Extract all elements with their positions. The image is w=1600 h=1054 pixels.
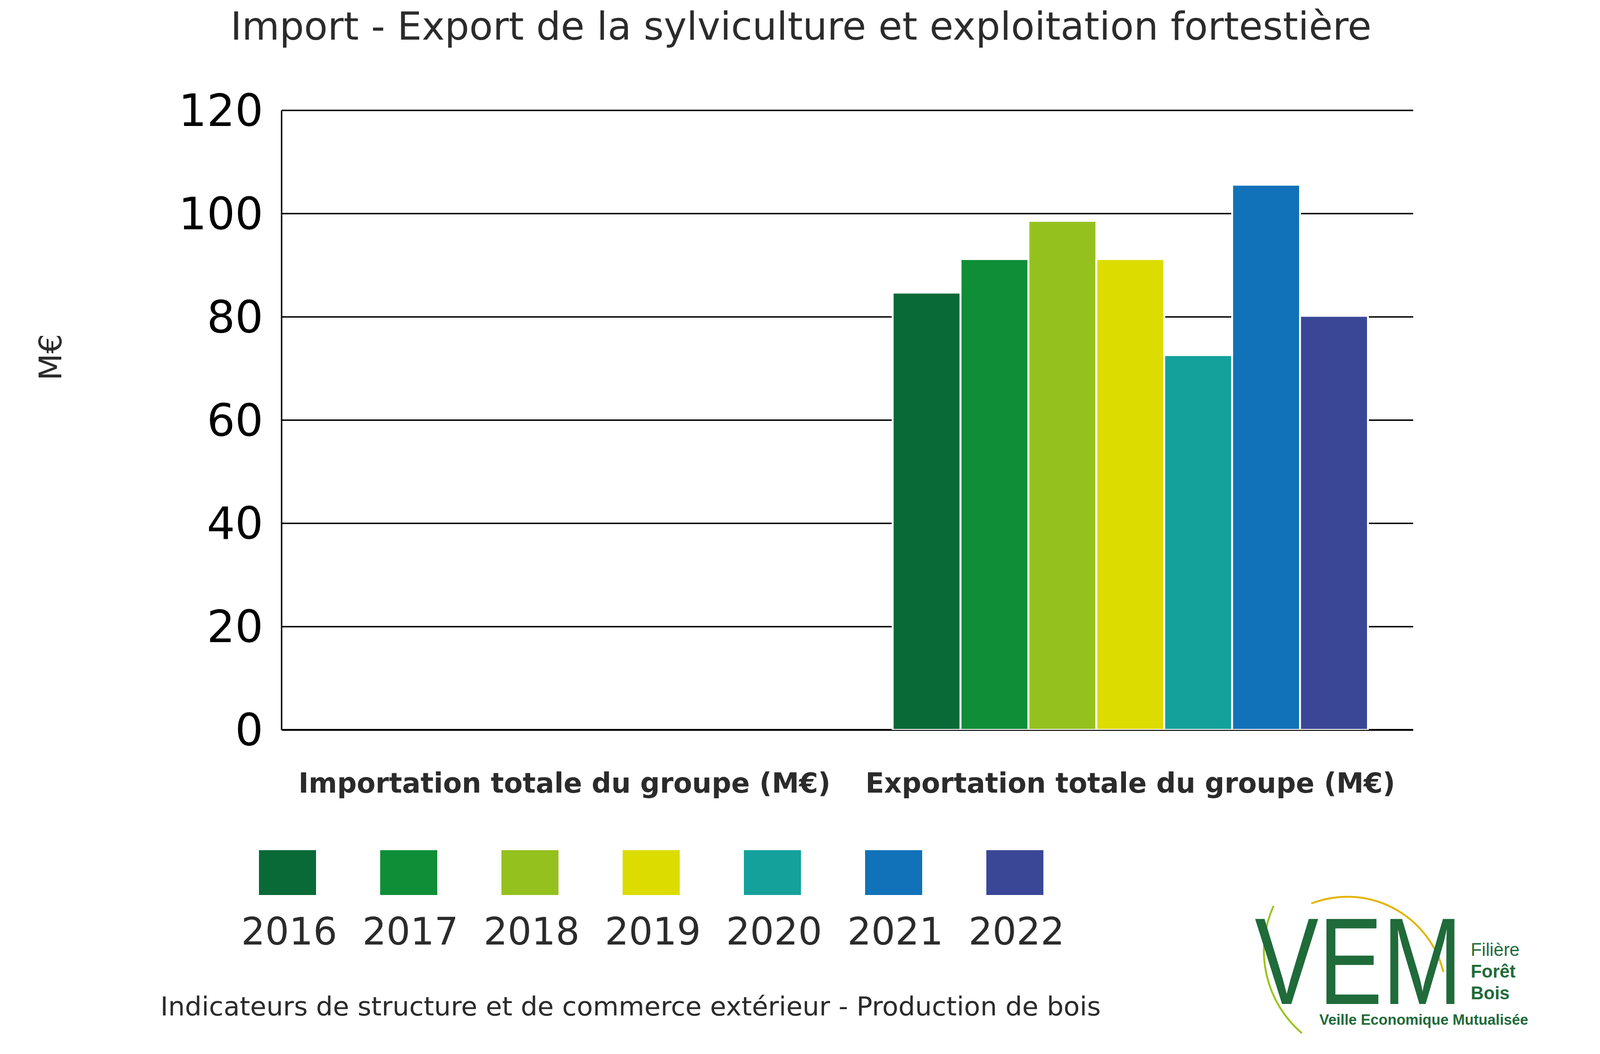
legend-label: 2020 [725,909,823,954]
legend-label: 2017 [362,909,459,954]
bar [1232,184,1300,730]
y-tick-label: 80 [206,291,264,343]
y-tick-label: 120 [178,84,264,137]
legend-swatch [622,850,680,895]
grid-line [281,109,1414,112]
x-tick-label: Importation totale du groupe (M€) [298,766,831,800]
bar [1096,258,1165,730]
legend-swatch [743,850,801,895]
title: Import - Export de la sylviculture et ex… [230,3,1372,49]
bar [960,258,1029,730]
legend-swatch [986,850,1044,895]
y-tick-label: 0 [234,704,264,756]
legend-swatch [865,850,923,895]
legend-label: 2021 [847,909,944,954]
legend-label: 2019 [604,909,701,954]
y-tick-label: 20 [206,600,264,653]
legend-swatch [258,850,317,895]
legend-label: 2016 [241,909,338,954]
background [0,0,1600,1054]
logo-text: Veille Economique Mutualisée [1319,1011,1529,1028]
y-tick-label: 40 [206,497,264,550]
logo-text: Filière [1470,939,1520,960]
y-axis-label: M€ [32,333,69,381]
y-tick-label: 60 [206,394,264,447]
legend-swatch [501,850,559,895]
logo: VEM FilièreForêtBois Veille Economique Mut… [1254,891,1529,1034]
grid [281,110,1414,730]
legend: 2016 2017 2018 2019 2020 2021 2022 [241,850,1065,954]
legend-label: 2018 [483,909,580,954]
footer: Indicateurs de structure et de commerce … [160,990,1101,1022]
chart: Import - Export de la sylviculture et ex… [0,0,1600,1054]
bar [1300,315,1368,730]
bar [1164,355,1233,730]
bar [892,292,961,730]
legend-label: 2022 [968,909,1065,954]
logo-text: Forêt [1470,961,1516,982]
y-tick-label: 100 [178,188,264,240]
logo-text: Bois [1470,983,1510,1003]
bars [892,184,1368,730]
bar [1028,220,1097,730]
legend-swatch [380,850,438,895]
x-tick-label: Exportation totale du groupe (M€) [865,766,1396,800]
y-axis-line [281,110,283,730]
logo-name: VEM [1254,891,1463,1031]
